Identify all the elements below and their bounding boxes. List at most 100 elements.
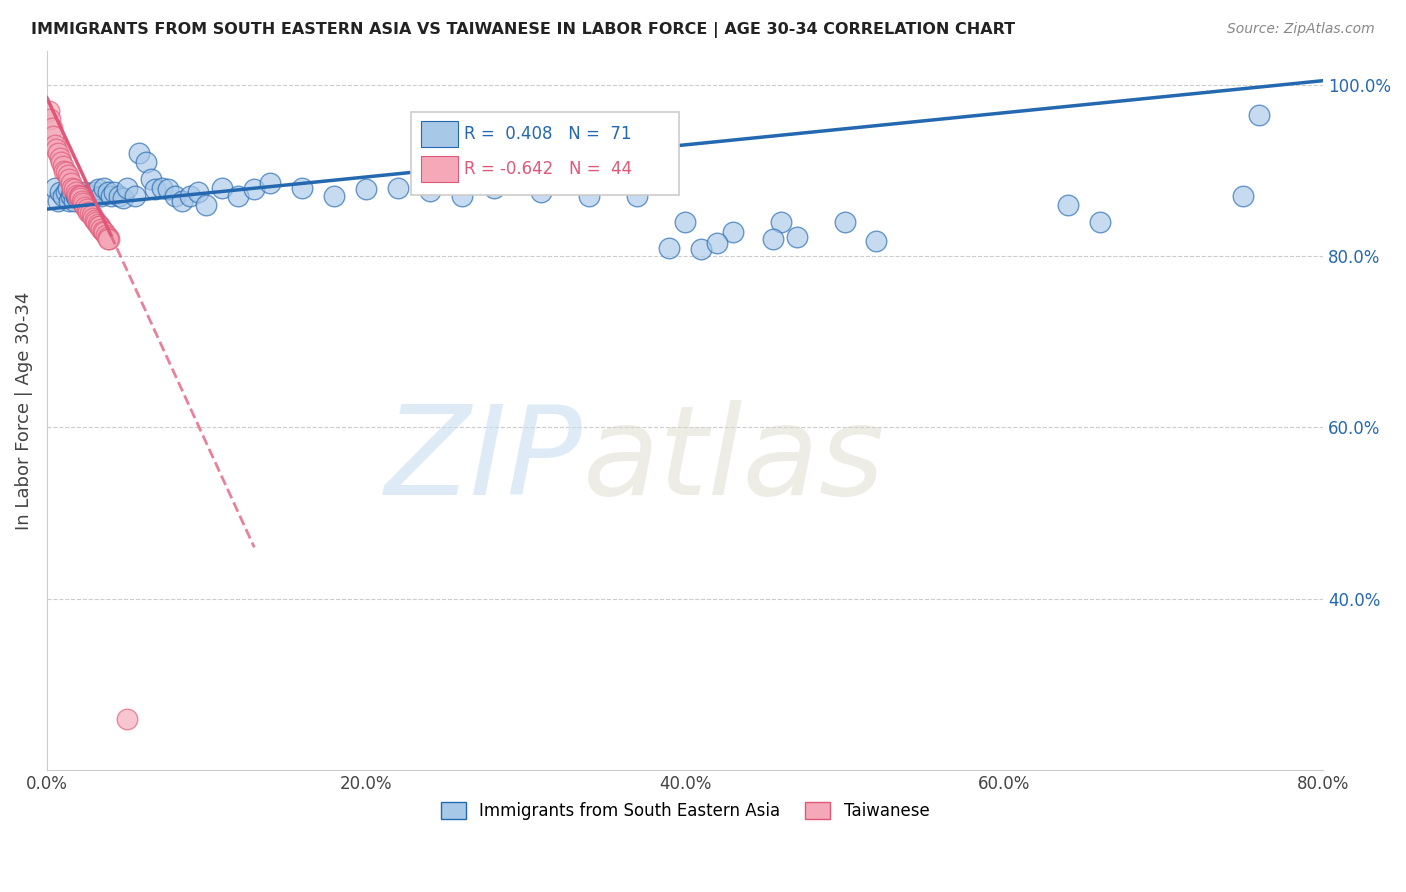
Point — [72, 196, 94, 211]
Point — [75, 200, 97, 214]
Point — [76, 191, 98, 205]
Point — [62, 185, 84, 199]
Point — [69, 189, 91, 203]
Point — [67, 185, 90, 199]
Text: ZIP: ZIP — [385, 401, 583, 521]
Y-axis label: In Labor Force | Age 30-34: In Labor Force | Age 30-34 — [15, 291, 32, 530]
Point — [150, 180, 173, 194]
Point — [65, 185, 87, 199]
Text: atlas: atlas — [583, 401, 884, 521]
Point — [41, 120, 63, 135]
Point — [145, 182, 167, 196]
Point — [690, 243, 713, 257]
Point — [530, 185, 553, 199]
Point — [482, 180, 505, 194]
Point — [354, 182, 377, 196]
Point — [46, 194, 69, 208]
Point — [323, 189, 346, 203]
Point — [259, 177, 281, 191]
Point — [56, 180, 79, 194]
Point — [79, 189, 101, 203]
Point — [55, 185, 77, 199]
Point — [450, 189, 472, 203]
Point — [96, 185, 118, 199]
Point — [66, 191, 89, 205]
Point — [135, 155, 157, 169]
Point — [65, 189, 87, 203]
Point — [211, 180, 233, 194]
FancyBboxPatch shape — [411, 112, 679, 194]
Point — [69, 189, 91, 203]
Point — [98, 232, 121, 246]
Point — [195, 198, 218, 212]
Point — [82, 211, 104, 225]
Point — [69, 191, 91, 205]
Point — [63, 194, 86, 208]
Point — [243, 182, 266, 196]
Point — [172, 194, 194, 208]
Point — [58, 172, 80, 186]
Point — [53, 163, 76, 178]
Point — [87, 217, 110, 231]
Point — [45, 142, 67, 156]
Point — [83, 185, 105, 199]
Point — [67, 189, 90, 203]
Point — [786, 230, 808, 244]
Point — [42, 129, 65, 144]
Point — [87, 182, 110, 196]
Point — [834, 215, 856, 229]
Point — [77, 187, 100, 202]
Point — [48, 151, 70, 165]
Point — [1249, 108, 1271, 122]
FancyBboxPatch shape — [420, 156, 458, 182]
Point — [87, 219, 110, 234]
Point — [91, 223, 114, 237]
Point — [93, 225, 115, 239]
Text: IMMIGRANTS FROM SOUTH EASTERN ASIA VS TAIWANESE IN LABOR FORCE | AGE 30-34 CORRE: IMMIGRANTS FROM SOUTH EASTERN ASIA VS TA… — [31, 22, 1015, 38]
Point — [77, 204, 100, 219]
Point — [70, 187, 93, 202]
Point — [80, 208, 103, 222]
Point — [59, 189, 82, 203]
Point — [52, 159, 75, 173]
Point — [75, 185, 97, 199]
Point — [626, 189, 648, 203]
Point — [44, 137, 66, 152]
Point — [48, 185, 70, 199]
Point — [72, 189, 94, 203]
Point — [187, 185, 209, 199]
Point — [762, 232, 785, 246]
Point — [62, 180, 84, 194]
Point — [83, 213, 105, 227]
Point — [291, 180, 314, 194]
Text: R =  0.408   N =  71: R = 0.408 N = 71 — [464, 125, 631, 143]
Point — [97, 232, 120, 246]
Text: Source: ZipAtlas.com: Source: ZipAtlas.com — [1227, 22, 1375, 37]
Text: R = -0.642   N =  44: R = -0.642 N = 44 — [464, 160, 633, 178]
Point — [46, 146, 69, 161]
Point — [76, 202, 98, 216]
Point — [115, 180, 138, 194]
Point — [139, 172, 162, 186]
Point — [578, 189, 600, 203]
Point — [128, 146, 150, 161]
Point — [55, 165, 77, 179]
Point — [419, 184, 441, 198]
Point — [100, 189, 122, 203]
Point — [58, 194, 80, 208]
Point — [39, 112, 62, 127]
Point — [44, 180, 66, 194]
Point — [658, 241, 681, 255]
Point — [56, 168, 79, 182]
Point — [769, 215, 792, 229]
Point — [86, 215, 108, 229]
Point — [103, 185, 125, 199]
Point — [163, 189, 186, 203]
Point — [38, 103, 60, 118]
Point — [94, 227, 117, 242]
Point — [89, 219, 111, 234]
Point — [107, 189, 129, 203]
Point — [179, 189, 201, 203]
Point — [387, 180, 409, 194]
Point — [79, 206, 101, 220]
